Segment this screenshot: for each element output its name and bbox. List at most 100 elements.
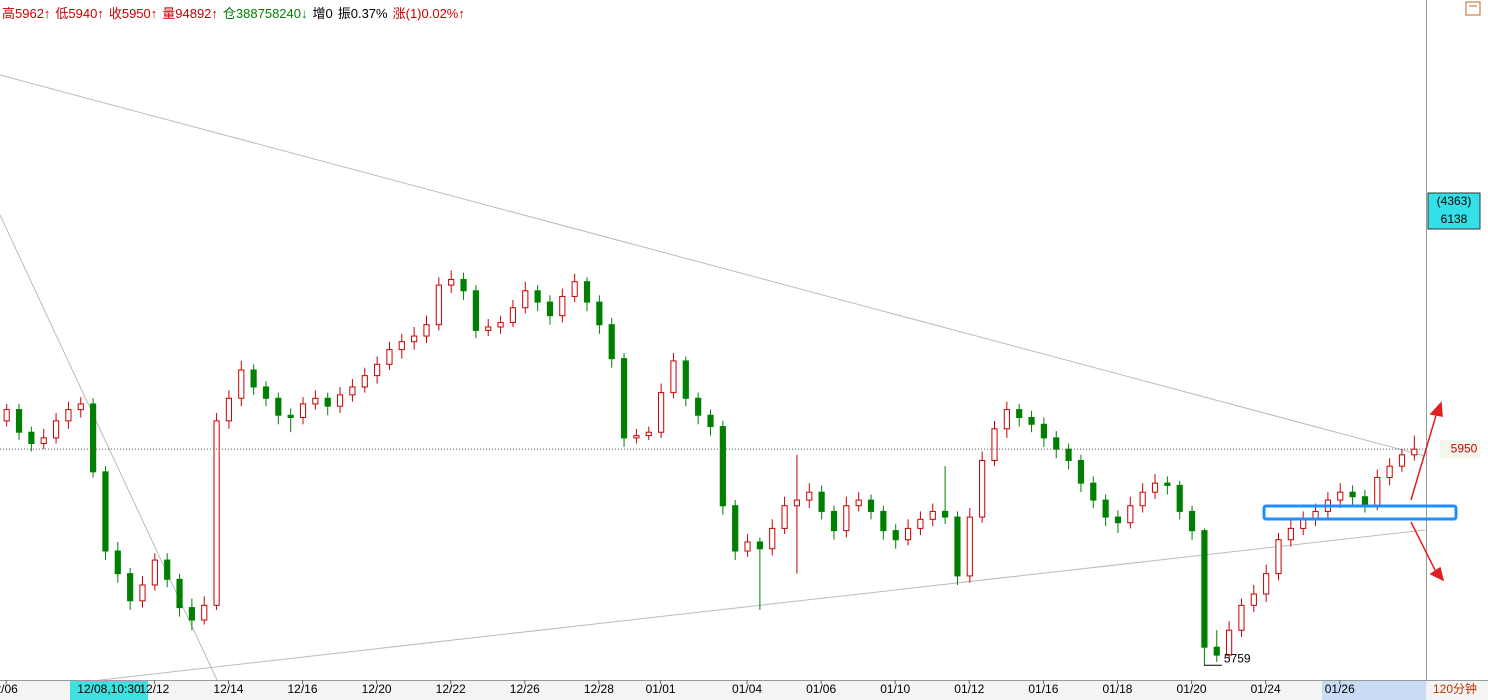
candle-body xyxy=(855,499,862,507)
candle-body xyxy=(658,392,665,433)
candle-body xyxy=(979,459,986,518)
arrow-head xyxy=(1429,566,1445,582)
candle-body xyxy=(1398,454,1406,467)
candle-body xyxy=(830,510,838,532)
candle-body xyxy=(1386,465,1393,478)
candle-body xyxy=(374,363,381,377)
candle-body xyxy=(1188,510,1196,532)
candle-body xyxy=(942,510,949,518)
cursor-date-box xyxy=(70,681,148,700)
candle-body xyxy=(225,397,233,422)
candle-body xyxy=(1411,448,1418,456)
quote-item: 振0.37% xyxy=(337,6,388,21)
candle-body xyxy=(201,604,208,621)
candle-body xyxy=(1127,505,1134,524)
candle-body xyxy=(336,394,344,407)
candle-body xyxy=(435,284,442,326)
candle-body xyxy=(744,541,751,552)
panel-icon[interactable] xyxy=(1465,1,1481,16)
candle-body xyxy=(583,281,591,303)
candle-body xyxy=(682,360,689,399)
candle-body xyxy=(818,491,825,512)
quote-item: 仓388758240↓ xyxy=(222,6,308,21)
candle-body xyxy=(485,326,492,331)
arrow-down xyxy=(1410,521,1437,573)
candle-body xyxy=(1028,417,1035,425)
candle-body xyxy=(3,409,10,422)
quote-item: 增0 xyxy=(312,6,333,21)
quote-item: 高5962↑ xyxy=(2,6,51,21)
candle-body xyxy=(904,527,912,541)
candle-body xyxy=(1201,530,1208,648)
x-tick-label: 12/14 xyxy=(213,682,243,696)
candle-body xyxy=(534,290,541,303)
candle-body xyxy=(707,414,714,428)
x-tick-label: 01/01 xyxy=(646,682,676,696)
candle-body xyxy=(250,369,257,388)
candle-body xyxy=(880,510,887,532)
candle-body xyxy=(559,295,566,317)
candle-body xyxy=(448,278,455,286)
candle-body xyxy=(867,499,875,512)
candle-body xyxy=(188,607,195,621)
quote-item: 低5940↑ xyxy=(55,6,104,21)
candle-body xyxy=(497,321,504,328)
x-tick-label: 12/28 xyxy=(584,682,614,696)
candle-body xyxy=(139,584,146,602)
candle-body xyxy=(596,301,603,326)
candle-body xyxy=(1287,527,1294,541)
quote-header: 高5962↑ 低5940↑ 收5950↑ 量94892↑ 仓388758240↓ 增0 振0… xyxy=(2,3,470,22)
candles xyxy=(3,270,1418,666)
candle-body xyxy=(1238,604,1245,631)
candle-body xyxy=(1226,629,1233,656)
x-tick-label: 12/22 xyxy=(436,682,466,696)
time-axis xyxy=(0,680,1488,700)
candle-body xyxy=(151,559,158,586)
low-label: 5759 xyxy=(1224,651,1251,665)
candle-body xyxy=(608,324,615,360)
candle-body xyxy=(806,491,813,501)
candle-body xyxy=(670,360,677,394)
candle-body xyxy=(398,341,405,351)
x-tick-label: 01/12 xyxy=(954,682,984,696)
candle-body xyxy=(472,290,479,331)
candle-body xyxy=(1349,491,1356,498)
candle-body xyxy=(460,278,467,292)
candle-body xyxy=(262,386,270,399)
x-tick-label: 01/16 xyxy=(1028,682,1058,696)
candle-body xyxy=(843,505,850,532)
candle-body xyxy=(633,435,640,439)
candle-body xyxy=(1151,482,1159,493)
quote-item: 量94892↑ xyxy=(162,6,218,21)
candle-body xyxy=(1114,516,1122,524)
candle-body xyxy=(793,499,801,507)
candle-body xyxy=(1003,409,1010,430)
candle-body xyxy=(991,428,998,461)
candle-body xyxy=(645,431,652,437)
x-tick-label: 01/04 xyxy=(732,682,762,696)
candle-body xyxy=(28,431,35,445)
candle-body xyxy=(423,324,430,337)
candle-body xyxy=(1053,437,1060,450)
candle-body xyxy=(312,397,319,405)
quote-item: 收5950↑ xyxy=(108,6,158,21)
period-label: 120分钟 xyxy=(1433,681,1477,696)
candle-body xyxy=(719,426,726,507)
candle-body xyxy=(1275,539,1282,575)
candle-body xyxy=(15,409,23,433)
candle-body xyxy=(238,369,245,399)
candle-body xyxy=(102,471,109,552)
candle-body xyxy=(756,541,763,550)
candle-body xyxy=(40,437,47,445)
candle-body xyxy=(732,505,739,552)
range-highlight xyxy=(1322,681,1426,700)
candle-body xyxy=(546,301,554,317)
candle-body xyxy=(349,386,356,396)
cursor-label: (4363) xyxy=(1437,194,1472,208)
candle-body xyxy=(213,420,220,606)
arrow-up xyxy=(1410,411,1438,501)
last-price-label: 5950 xyxy=(1451,441,1478,455)
x-tick-label: 12/20 xyxy=(362,682,392,696)
candle-body xyxy=(1065,448,1072,461)
